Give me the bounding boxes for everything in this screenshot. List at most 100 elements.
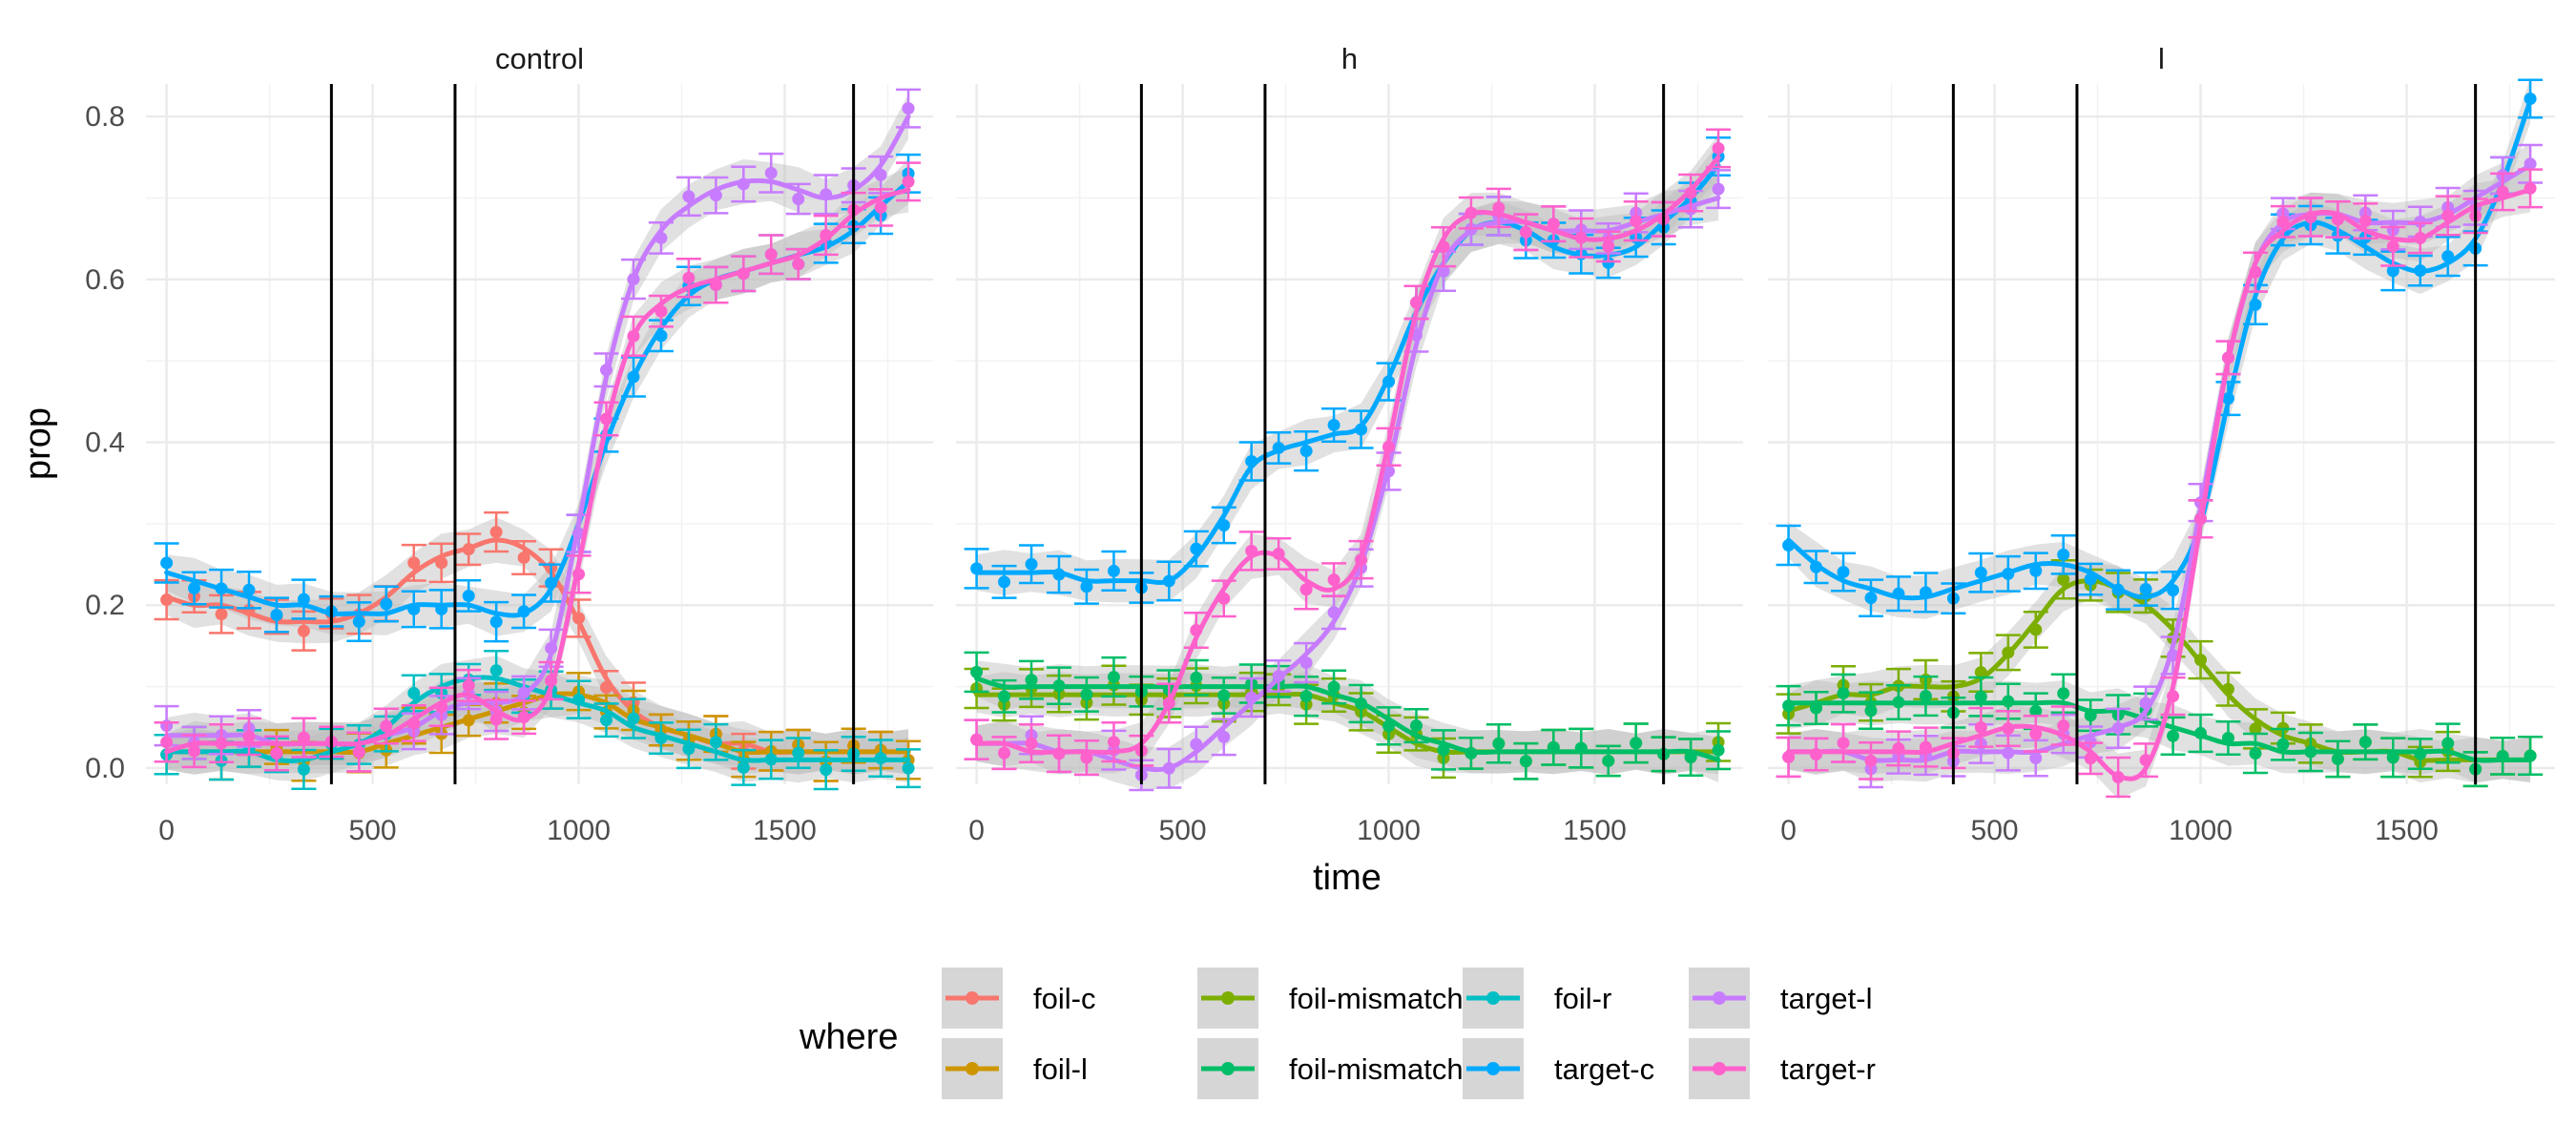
data-point: [764, 248, 778, 261]
x-tick-label: 1500: [2375, 815, 2439, 846]
x-tick-label: 1500: [1563, 815, 1627, 846]
data-point: [1299, 583, 1313, 596]
data-point: [820, 763, 833, 777]
panel-title: h: [1341, 42, 1358, 75]
ribbon-foil-l: [166, 672, 909, 775]
data-point: [489, 615, 503, 629]
data-point: [462, 589, 475, 602]
legend-entry-target-c: target-c: [1463, 1038, 1654, 1099]
data-point: [297, 762, 310, 776]
legend-entry-foil-mismatch1: foil-mismatch1: [1197, 968, 1480, 1029]
data-point: [792, 193, 805, 206]
x-tick-label: 1000: [1357, 815, 1421, 846]
data-point: [2386, 239, 2399, 253]
legend-label: foil-mismatch1: [1289, 982, 1480, 1015]
data-point: [352, 615, 365, 629]
data-point: [517, 551, 530, 564]
data-point: [297, 731, 310, 744]
series-line-target-c: [1786, 97, 2533, 601]
data-point: [188, 581, 201, 594]
series-line-foil-r: [164, 675, 911, 763]
data-point: [1974, 720, 1987, 734]
legend-key-point: [1486, 991, 1500, 1005]
data-point: [764, 166, 778, 179]
ribbon-target-r: [1788, 167, 2531, 800]
data-point: [2057, 548, 2070, 561]
data-point: [2386, 751, 2399, 764]
data-point: [627, 712, 640, 725]
legend-entry-target-r: target-r: [1689, 1038, 1876, 1099]
data-point: [1217, 730, 1231, 743]
data-point: [1299, 690, 1313, 703]
x-tick-label: 500: [1971, 815, 2019, 846]
data-point: [1190, 671, 1203, 684]
data-point: [1080, 751, 1093, 764]
series-line-target-r: [164, 187, 911, 755]
legend-key-point: [966, 1062, 979, 1075]
data-point: [1025, 674, 1038, 687]
series-line-target-r: [1786, 187, 2533, 781]
data-point: [1409, 719, 1423, 733]
legend-entry-target-l: target-l: [1689, 968, 1872, 1029]
data-point: [1974, 690, 1987, 703]
series-foil-mismatch2: [964, 651, 1732, 781]
series-foil-mismatch2: [1776, 673, 2544, 788]
data-point: [1327, 680, 1340, 694]
ribbon-foil-c: [166, 517, 909, 775]
data-point: [1712, 743, 1725, 757]
data-point: [1602, 239, 1615, 253]
data-point: [1837, 687, 1850, 700]
x-axis-title: time: [1313, 858, 1381, 898]
legend-entry-foil-l: foil-l: [942, 1038, 1088, 1099]
series-target-c: [1776, 78, 2544, 618]
data-point: [2057, 687, 2070, 700]
data-point: [1630, 737, 1643, 750]
data-point: [998, 575, 1011, 589]
data-point: [1025, 737, 1038, 750]
data-point: [2331, 752, 2344, 765]
panels: control 0 500 1000 1500 0.0 0.2 0.4 0.6 0.8 h 0 500 1…: [85, 42, 2555, 846]
y-tick-label: 0.2: [85, 590, 125, 621]
data-point: [2029, 752, 2043, 765]
data-point: [2029, 727, 2043, 740]
data-point: [2249, 746, 2262, 760]
legend-label: foil-mismatch2: [1289, 1052, 1480, 1086]
data-point: [1519, 755, 1532, 768]
data-point: [2358, 215, 2372, 228]
data-point: [242, 730, 256, 743]
legend: where foil-c foil-l foil-mismatch1 foil-mism…: [799, 968, 1876, 1099]
data-point: [1864, 704, 1878, 718]
data-point: [737, 760, 750, 774]
ribbon-target-r: [166, 167, 909, 770]
data-point: [215, 608, 228, 621]
series-line-foil-mismatch2: [974, 676, 1721, 762]
ribbon-target-c: [1788, 77, 2531, 619]
data-point: [1712, 182, 1725, 196]
legend-key-point: [1221, 1062, 1235, 1075]
legend-key-point: [1713, 991, 1726, 1005]
panel-title: control: [495, 42, 584, 75]
data-point: [682, 271, 696, 284]
data-point: [2249, 722, 2262, 736]
data-point: [1602, 256, 1615, 269]
data-point: [270, 608, 283, 621]
data-point: [380, 719, 393, 733]
data-point: [1080, 580, 1093, 593]
legend-label: target-l: [1780, 982, 1872, 1015]
data-point: [2167, 729, 2180, 742]
legend-entry-foil-c: foil-c: [942, 968, 1095, 1029]
series-line-target-r: [974, 155, 1721, 756]
legend-key-point: [1221, 991, 1235, 1005]
x-tick-label: 1000: [547, 815, 611, 846]
data-point: [1919, 689, 1932, 702]
data-point: [1864, 754, 1878, 767]
ribbon-target-l: [1788, 142, 2531, 782]
panel-1: h 0 500 1000 1500: [956, 42, 1743, 846]
data-point: [489, 664, 503, 677]
data-point: [380, 597, 393, 611]
data-point: [270, 747, 283, 760]
legend-label: target-c: [1554, 1052, 1654, 1086]
data-point: [998, 746, 1011, 760]
y-tick-label: 0.0: [85, 753, 125, 784]
data-point: [1107, 736, 1120, 749]
